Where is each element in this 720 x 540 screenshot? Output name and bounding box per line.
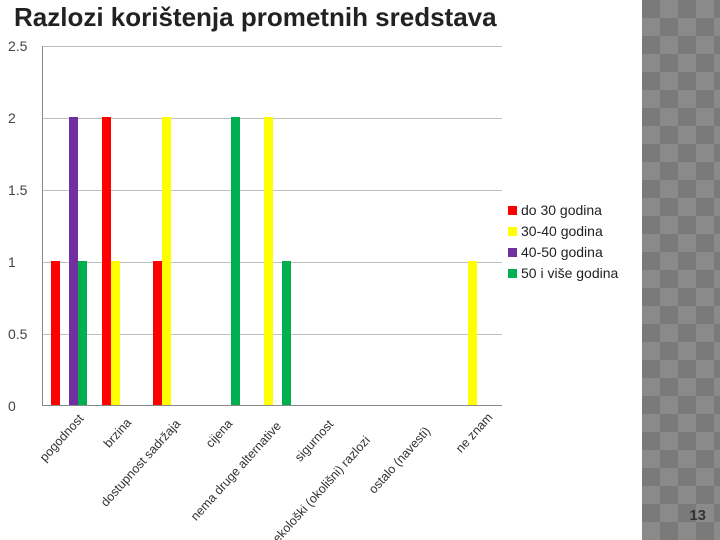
bar — [264, 117, 273, 405]
legend-swatch — [508, 248, 517, 257]
bar — [282, 261, 291, 405]
y-tick: 1 — [8, 254, 16, 270]
legend-label: 50 i više godina — [521, 265, 618, 281]
bar — [102, 117, 111, 405]
page-number: 13 — [689, 507, 706, 524]
bar — [69, 117, 78, 405]
x-tick-label: ekološki (okolišni) razlozi — [270, 434, 373, 540]
legend-item: 40-50 godina — [508, 244, 618, 260]
bar-group — [357, 45, 393, 405]
y-tick: 2.5 — [8, 38, 27, 54]
bar-group — [255, 45, 291, 405]
bar-group — [408, 45, 444, 405]
bar-group — [51, 45, 87, 405]
bar-group — [102, 45, 138, 405]
legend-swatch — [508, 227, 517, 236]
legend-label: 40-50 godina — [521, 244, 603, 260]
bar-chart: pogodnostbrzinadostupnost sadržajacijena… — [6, 40, 642, 535]
x-tick-label: ostalo (navesti) — [366, 424, 433, 496]
x-tick-label: sigurnost — [292, 417, 336, 464]
x-tick-label: ne znam — [453, 410, 495, 455]
legend-item: 30-40 godina — [508, 223, 618, 239]
bar — [153, 261, 162, 405]
bar-group — [204, 45, 240, 405]
x-tick-label: pogodnost — [37, 411, 86, 464]
x-tick-label: brzina — [101, 416, 134, 451]
page-title: Razlozi korištenja prometnih sredstava — [14, 2, 497, 33]
bar — [468, 261, 477, 405]
legend-swatch — [508, 269, 517, 278]
bar-group — [153, 45, 189, 405]
bar — [111, 261, 120, 405]
decorative-sidebar — [642, 0, 720, 540]
x-tick-label: nema druge alternative — [188, 419, 284, 523]
y-tick: 0 — [8, 398, 16, 414]
bar-group — [459, 45, 495, 405]
plot-area — [42, 46, 502, 406]
bar-group — [306, 45, 342, 405]
bar — [78, 261, 87, 405]
bar — [231, 117, 240, 405]
y-tick: 0.5 — [8, 326, 27, 342]
x-tick-label: cijena — [203, 417, 235, 451]
legend-swatch — [508, 206, 517, 215]
legend: do 30 godina 30-40 godina 40-50 godina 50 i… — [508, 202, 618, 286]
legend-label: do 30 godina — [521, 202, 602, 218]
legend-item: do 30 godina — [508, 202, 618, 218]
y-tick: 2 — [8, 110, 16, 126]
y-tick: 1.5 — [8, 182, 27, 198]
x-axis-labels: pogodnostbrzinadostupnost sadržajacijena… — [42, 412, 502, 532]
legend-item: 50 i više godina — [508, 265, 618, 281]
bar — [51, 261, 60, 405]
bar — [162, 117, 171, 405]
legend-label: 30-40 godina — [521, 223, 603, 239]
